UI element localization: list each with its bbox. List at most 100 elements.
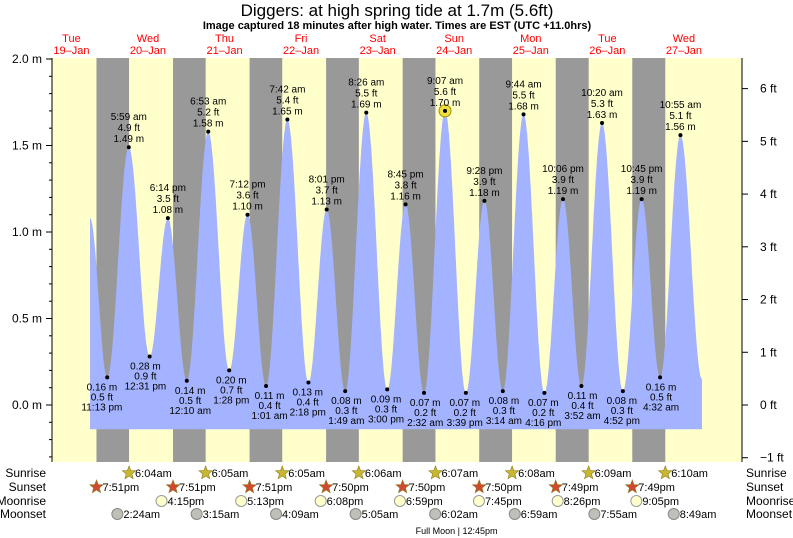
moonrise-icon (630, 495, 643, 507)
tide-height-m: 1.56 m (665, 122, 696, 133)
moonset-time: 3:15am (203, 509, 240, 521)
moonset-time: 2:24am (123, 509, 160, 521)
sunset-icon (88, 479, 104, 494)
moonset-row-label: Moonset (0, 507, 47, 521)
sunrise-icon (121, 465, 137, 480)
tide-time: 5:59 am (111, 112, 147, 123)
sunrise-time: 6:09am (595, 468, 632, 480)
sunset-time: 7:50pm (485, 482, 522, 494)
tide-height-m: 1.65 m (272, 107, 303, 118)
high-tide-point: 10:55 am5.1 ft1.56 m (660, 100, 702, 138)
day-date: 19–Jan (53, 45, 89, 57)
moonset-icon (349, 508, 362, 520)
tide-time: 3:39 pm (447, 418, 483, 429)
sunrise-time: 6:06am (365, 468, 402, 480)
tide-label: 9:28 pm3.9 ft1.18 m (466, 166, 502, 199)
tide-time: 1:49 am (328, 416, 364, 427)
tide-height-m: 1.70 m (430, 98, 461, 109)
day-weekday: Tue (598, 33, 617, 45)
tide-dot (422, 390, 427, 395)
tide-time: 12:10 am (169, 406, 211, 417)
high-tide-point: 6:53 am5.2 ft1.58 m (190, 97, 226, 134)
tide-height-m: 0.08 m (489, 396, 520, 407)
tide-height-m: 1.10 m (232, 202, 263, 213)
low-tide-point: 0.07 m0.2 ft4:16 pm (525, 390, 561, 429)
moonrise-time: 7:45pm (485, 496, 522, 508)
day-date: 25–Jan (513, 45, 549, 57)
tide-dot (443, 108, 448, 113)
tide-label: 10:55 am5.1 ft1.56 m (660, 100, 702, 133)
tide-time: 10:06 pm (542, 164, 584, 175)
tide-label: 0.08 m0.3 ft3:14 am (486, 396, 522, 427)
tide-height-ft: 3.9 ft (473, 177, 495, 188)
tide-dot (206, 129, 211, 134)
moonrise-time: 8:26pm (564, 496, 601, 508)
sunrise-icon (504, 465, 520, 480)
tide-height-m: 0.11 m (568, 391, 598, 402)
tide-label: 0.11 m0.4 ft3:52 am (564, 391, 600, 422)
tide-label: 10:06 pm3.9 ft1.19 m (542, 164, 584, 197)
tide-dot (600, 121, 605, 126)
high-tide-point: 10:45 pm3.9 ft1.19 m (621, 164, 663, 202)
tide-height-m: 1.58 m (193, 119, 224, 130)
tide-dot (324, 207, 329, 212)
tide-height-ft: 0.5 ft (179, 396, 201, 407)
tide-label: 0.07 m0.2 ft3:39 pm (447, 398, 483, 429)
tide-time: 10:45 pm (621, 164, 663, 175)
right-tick-label: −1 ft (760, 451, 784, 465)
tide-dot (620, 389, 625, 394)
sunrise-time: 6:05am (212, 468, 249, 480)
sunrise-icon (198, 465, 214, 480)
tide-dot (639, 197, 644, 202)
tide-height-m: 1.68 m (508, 101, 539, 112)
tide-height-ft: 0.2 ft (414, 408, 436, 419)
right-tick-label: 4 ft (760, 187, 777, 201)
day-date: 21–Jan (206, 45, 242, 57)
tide-dot (227, 368, 232, 373)
tide-height-ft: 0.3 ft (375, 404, 397, 415)
low-tide-point: 0.08 m0.3 ft4:52 pm (604, 389, 640, 427)
moonset-time: 5:05am (362, 509, 399, 521)
chart-subtitle: Image captured 18 minutes after high wat… (203, 20, 592, 32)
tide-dot (463, 390, 468, 395)
tide-time: 10:55 am (660, 100, 702, 111)
tide-height-ft: 3.9 ft (631, 175, 653, 186)
tide-height-ft: 5.6 ft (434, 87, 456, 98)
tide-time: 9:44 am (505, 79, 541, 90)
tide-height-m: 0.07 m (528, 398, 559, 409)
tide-height-m: 0.08 m (607, 396, 638, 407)
moonset-row-label-right: Moonset (746, 507, 793, 521)
high-tide-point: 5:59 am4.9 ft1.49 m (111, 112, 147, 150)
high-tide-point: 8:45 pm3.8 ft1.16 m (388, 169, 424, 207)
tide-time: 10:20 am (581, 88, 623, 99)
tide-height-m: 0.16 m (646, 382, 677, 393)
tide-height-m: 0.13 m (292, 388, 323, 399)
tide-height-ft: 0.7 ft (220, 385, 242, 396)
sunrise-icon (351, 465, 367, 480)
tide-label: 5:59 am4.9 ft1.49 m (111, 112, 147, 145)
left-tick-label: 0.5 m (12, 312, 42, 326)
tide-height-m: 1.18 m (469, 188, 500, 199)
tide-height-ft: 0.4 ft (297, 398, 319, 409)
tide-label: 7:42 am5.4 ft1.65 m (269, 85, 305, 118)
sunset-icon (548, 479, 564, 494)
tide-dot (147, 354, 152, 359)
moonrise-icon (472, 495, 485, 507)
tide-label: 10:45 pm3.9 ft1.19 m (621, 164, 663, 197)
low-tide-point: 0.11 m0.4 ft1:01 am (251, 383, 288, 422)
tide-dot (658, 375, 663, 380)
tide-label: 6:53 am5.2 ft1.58 m (190, 97, 226, 130)
tide-height-m: 1.69 m (351, 100, 382, 111)
moonrise-time: 4:15pm (168, 496, 205, 508)
moonrise-icon (393, 495, 406, 507)
tide-height-ft: 5.5 ft (512, 90, 534, 101)
day-weekday: Thu (215, 33, 234, 45)
moonrise-icon (551, 495, 564, 507)
tide-label: 0.07 m0.2 ft4:16 pm (525, 398, 561, 429)
moonrise-icon (235, 495, 248, 507)
tide-label: 6:14 pm3.5 ft1.08 m (150, 183, 186, 216)
